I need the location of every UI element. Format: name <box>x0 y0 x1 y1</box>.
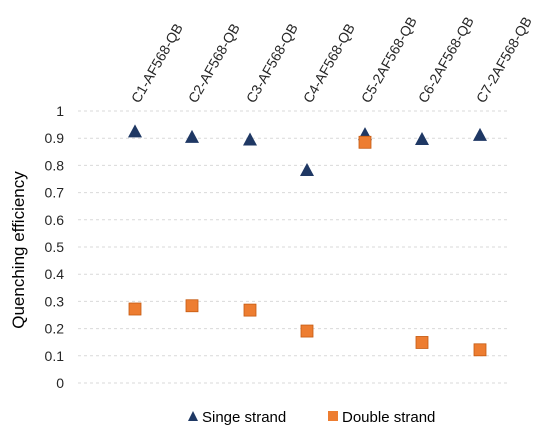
y-tick-label: 0.7 <box>45 185 65 201</box>
data-point-single-strand <box>185 129 199 143</box>
y-tick-label: 1 <box>56 103 64 119</box>
y-tick-label: 0.2 <box>45 321 65 337</box>
legend-label: Singe strand <box>202 409 286 426</box>
y-tick-label: 0 <box>56 375 64 391</box>
y-tick-label: 0.5 <box>45 239 65 255</box>
data-point-double-strand <box>358 135 372 149</box>
data-point-double-strand <box>185 299 199 313</box>
x-category-label: C6-2AF568-QB <box>415 14 477 106</box>
y-tick-label: 0.3 <box>45 293 65 309</box>
legend-marker-triangle <box>188 411 198 421</box>
legend: Singe strand Double strand <box>188 409 435 426</box>
y-axis-label: Quenching efficiency <box>9 171 28 329</box>
x-category-label: C7-2AF568-QB <box>473 14 535 106</box>
data-point-single-strand <box>128 124 142 138</box>
y-tick-label: 0.4 <box>45 266 65 282</box>
legend-marker-square <box>328 411 338 421</box>
data-point-double-strand <box>473 343 487 357</box>
data-point-single-strand <box>473 127 487 141</box>
gridlines <box>78 110 510 384</box>
x-category-label: C1-AF568-QB <box>128 21 186 106</box>
x-category-label: C2-AF568-QB <box>185 21 243 106</box>
legend-label: Double strand <box>342 409 435 426</box>
data-point-single-strand <box>415 132 429 146</box>
y-tick-label: 0.6 <box>45 212 65 228</box>
data-point-double-strand <box>300 324 314 338</box>
y-tick-label: 0.8 <box>45 157 65 173</box>
y-tick-label: 0.9 <box>45 130 65 146</box>
data-point-double-strand <box>415 336 429 349</box>
x-category-label: C4-AF568-QB <box>300 21 358 106</box>
data-point-double-strand <box>243 303 257 317</box>
data-point-single-strand <box>243 132 257 146</box>
data-points <box>128 124 487 357</box>
x-category-label: C3-AF568-QB <box>243 21 301 106</box>
y-tick-label: 0.1 <box>45 348 65 364</box>
data-point-single-strand <box>300 163 314 177</box>
data-point-double-strand <box>128 302 142 316</box>
y-axis-ticks: 0 0.1 0.2 0.3 0.4 0.5 0.6 0.7 0.8 0.9 1 <box>45 103 65 391</box>
x-category-label: C5-2AF568-QB <box>358 14 420 106</box>
